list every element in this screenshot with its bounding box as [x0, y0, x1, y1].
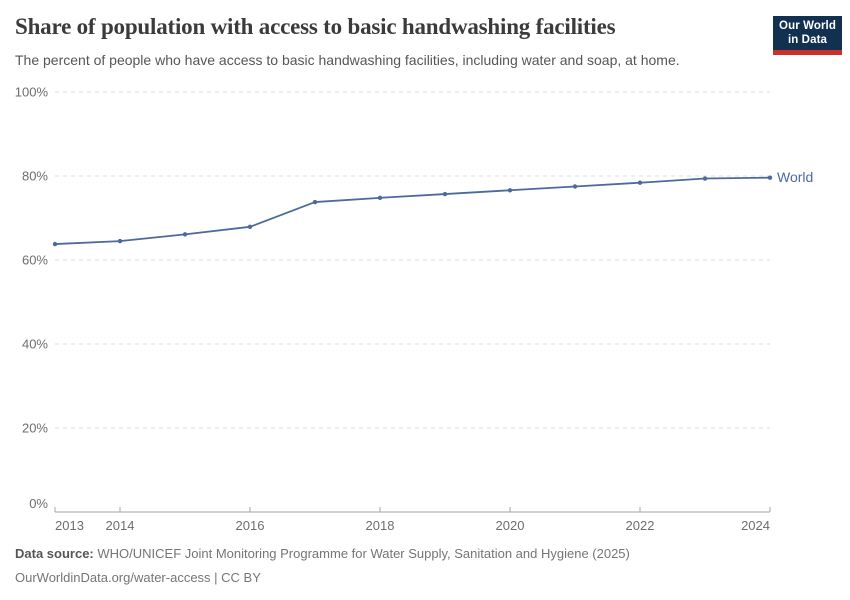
data-point[interactable]	[507, 188, 513, 193]
data-source-text: WHO/UNICEF Joint Monitoring Programme fo…	[97, 546, 630, 561]
data-point[interactable]	[377, 195, 383, 201]
chart-title: Share of population with access to basic…	[15, 14, 616, 39]
x-tick-label: 2018	[366, 518, 395, 533]
owid-logo-line1: Our World	[779, 19, 836, 32]
data-source-line: Data source: WHO/UNICEF Joint Monitoring…	[15, 546, 815, 563]
data-point[interactable]	[52, 241, 58, 247]
series-end-label[interactable]: World	[777, 169, 813, 185]
attribution-link[interactable]: OurWorldinData.org/water-access | CC BY	[15, 569, 261, 585]
y-tick-label: 40%	[22, 337, 48, 352]
chart-footer: Data source: WHO/UNICEF Joint Monitoring…	[15, 546, 815, 594]
data-point[interactable]	[637, 180, 643, 185]
data-point[interactable]	[312, 199, 318, 205]
data-point[interactable]	[572, 184, 578, 189]
data-source-label: Data source:	[15, 546, 94, 561]
owid-logo-line2: in Data	[787, 34, 828, 46]
owid-logo[interactable]: Our World in Data	[773, 16, 842, 55]
x-tick-label: 2014	[106, 518, 135, 533]
y-tick-label: 20%	[22, 421, 48, 436]
x-tick-label: 2020	[496, 518, 525, 533]
data-point[interactable]	[117, 238, 123, 244]
y-tick-label: 60%	[22, 253, 48, 268]
data-point[interactable]	[182, 232, 188, 237]
y-tick-label: 100%	[15, 85, 49, 100]
world-series-line[interactable]	[54, 176, 771, 245]
data-point[interactable]	[767, 175, 773, 180]
y-tick-label: 80%	[22, 169, 48, 184]
data-point[interactable]	[247, 224, 253, 230]
data-point[interactable]	[702, 176, 708, 181]
x-tick-label: 2024	[741, 518, 770, 533]
data-point[interactable]	[442, 191, 448, 197]
chart-subtitle: The percent of people who have access to…	[15, 52, 680, 68]
x-tick-label: 2013	[55, 518, 84, 533]
x-tick-label: 2016	[236, 518, 265, 533]
x-tick-label: 2022	[626, 518, 655, 533]
y-tick-label: 0%	[29, 496, 48, 511]
